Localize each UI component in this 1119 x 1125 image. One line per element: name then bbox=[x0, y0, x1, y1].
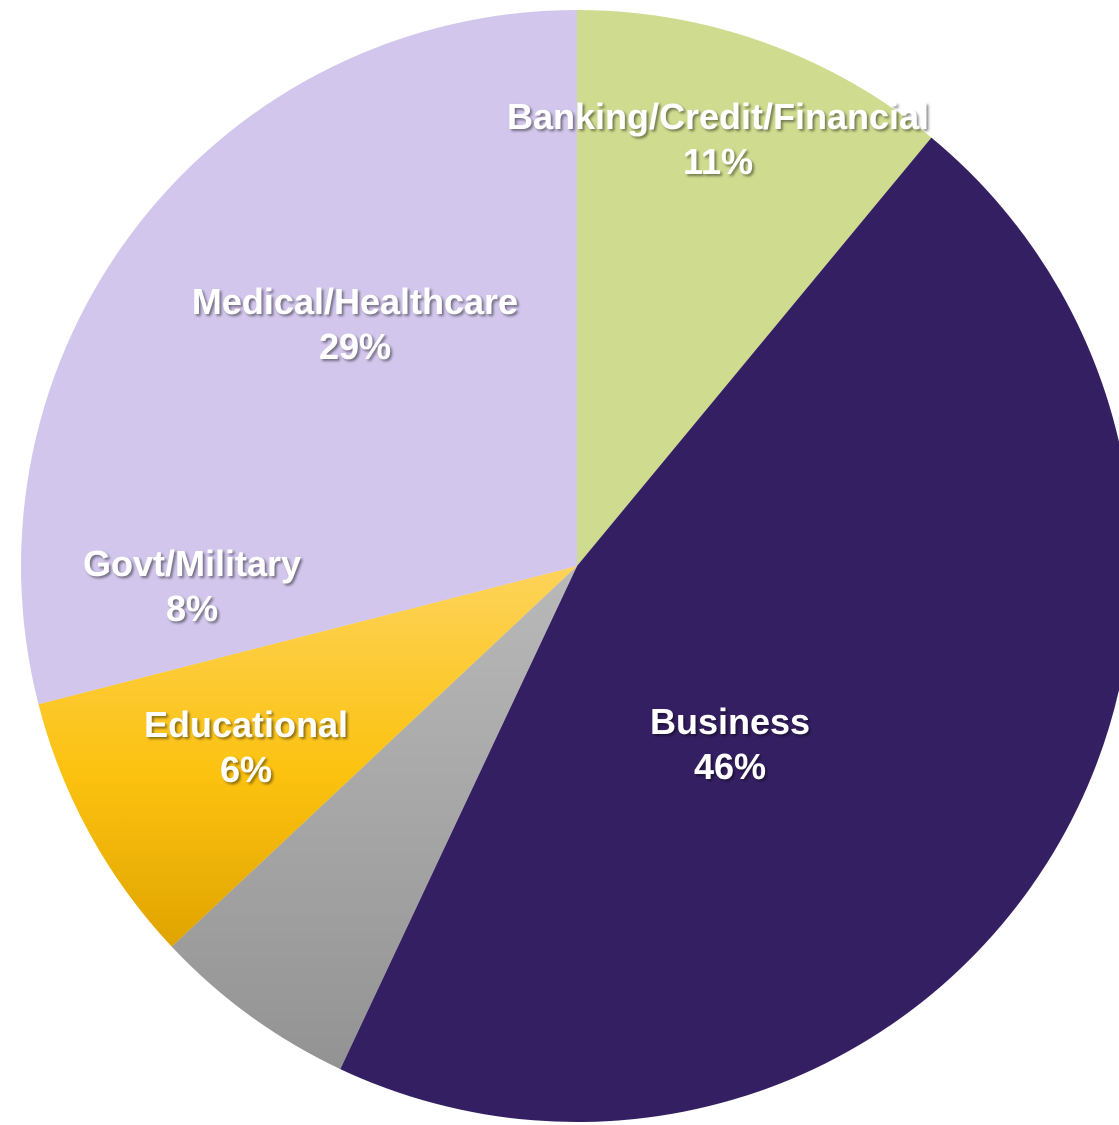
pie-slice-govt-military bbox=[38, 566, 578, 947]
slice-percent-label: 46% bbox=[694, 746, 766, 787]
pie-slice-banking-credit-financial bbox=[577, 10, 932, 566]
slice-percent-label: 11% bbox=[683, 141, 753, 182]
pie-slice-educational bbox=[171, 566, 577, 1070]
slice-label: Banking/Credit/Financial bbox=[507, 96, 929, 137]
pie-slice-medical-healthcare bbox=[21, 10, 578, 705]
slice-percent-label: 29% bbox=[319, 326, 391, 367]
slices-layer bbox=[21, 10, 1119, 1122]
slice-label: Govt/Military bbox=[83, 543, 301, 584]
slice-label: Medical/Healthcare bbox=[192, 281, 518, 322]
slice-label: Educational bbox=[144, 704, 348, 745]
pie-slice-business bbox=[340, 137, 1119, 1122]
slice-percent-label: 6% bbox=[220, 749, 272, 790]
slice-label: Business bbox=[650, 701, 810, 742]
slice-percent-label: 8% bbox=[166, 588, 218, 629]
